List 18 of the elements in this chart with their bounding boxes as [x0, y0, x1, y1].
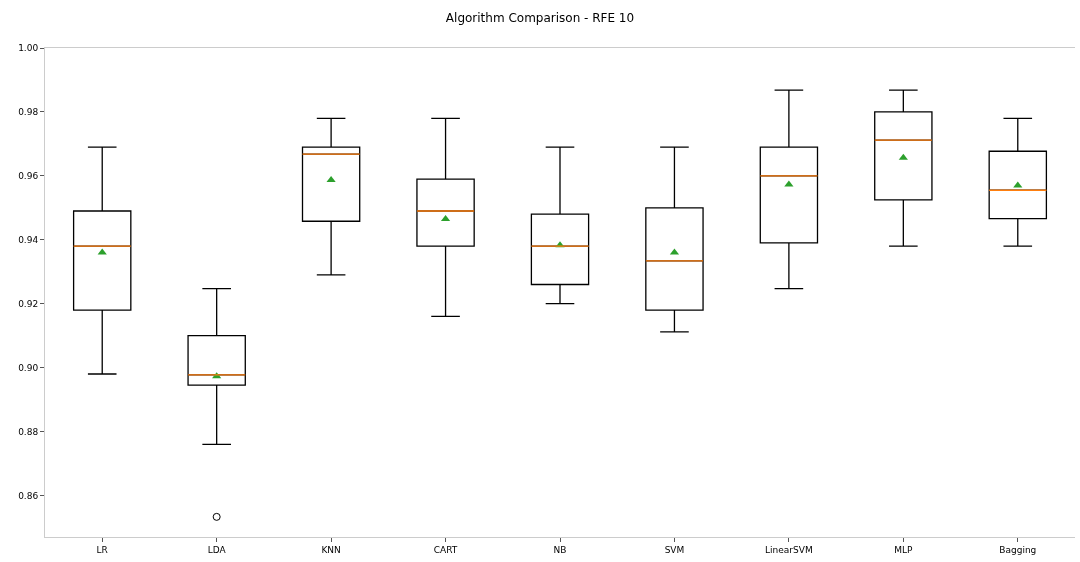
- chart-title: Algorithm Comparison - RFE 10: [445, 11, 635, 26]
- y-tick-label: 0.94: [18, 234, 39, 245]
- y-tick-label: 0.98: [18, 107, 39, 118]
- x-tick-label: SVM: [664, 544, 685, 555]
- y-tick-label: 0.88: [18, 426, 39, 437]
- x-tick-label: LDA: [207, 544, 227, 555]
- x-tick-label: LinearSVM: [765, 544, 813, 555]
- x-tick-label: KNN: [321, 544, 341, 555]
- x-tick-label: NB: [553, 544, 567, 555]
- y-tick-label: 1.00: [18, 43, 39, 54]
- x-tick-label: MLP: [894, 544, 913, 555]
- x-tick-label: Bagging: [999, 544, 1037, 555]
- x-tick-label: LR: [96, 544, 108, 555]
- y-tick-label: 0.90: [18, 362, 39, 373]
- y-tick-label: 0.86: [18, 490, 39, 501]
- y-tick-label: 0.96: [18, 170, 39, 181]
- x-tick-label: CART: [433, 544, 458, 555]
- y-tick-label: 0.92: [18, 298, 39, 309]
